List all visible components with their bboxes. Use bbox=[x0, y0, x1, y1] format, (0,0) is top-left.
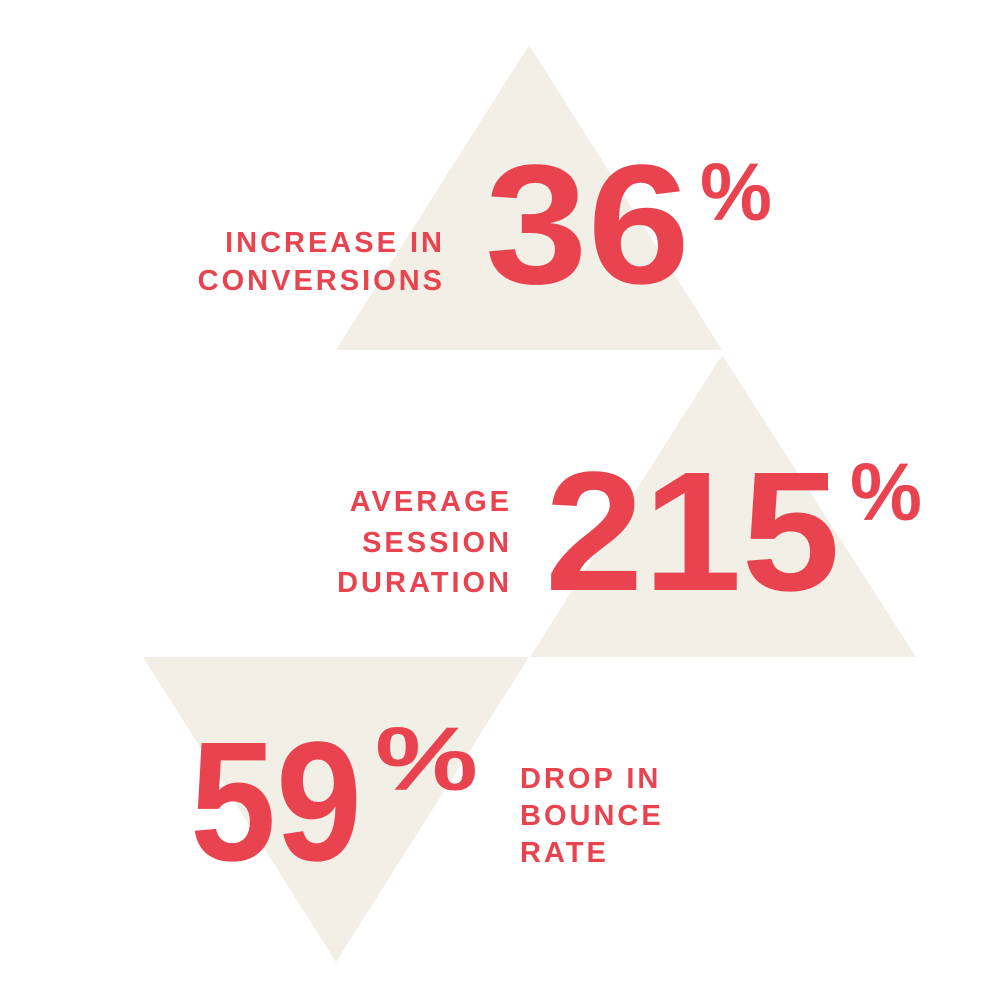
stats: 36 % INCREASE IN CONVERSIONS 215 % AVERAGE SESS… bbox=[190, 130, 922, 897]
triangle bbox=[530, 355, 916, 657]
stat-value: 215 bbox=[545, 437, 840, 627]
stat-label: DURATION bbox=[337, 567, 512, 599]
stat-value: 59 bbox=[190, 707, 362, 897]
stat-unit: % bbox=[700, 147, 772, 238]
stat-label: AVERAGE bbox=[350, 486, 512, 518]
stat-label: CONVERSIONS bbox=[198, 265, 445, 297]
stat-unit: % bbox=[375, 710, 478, 810]
stat-value: 36 bbox=[485, 130, 690, 320]
stat-label: SESSION bbox=[362, 527, 512, 559]
triangle bbox=[336, 45, 722, 350]
stat-unit: % bbox=[850, 447, 922, 538]
triangle bbox=[143, 657, 529, 962]
stat-label: BOUNCE bbox=[520, 800, 664, 832]
stat-label: INCREASE IN bbox=[225, 227, 445, 259]
stat-label: RATE bbox=[520, 837, 609, 869]
stat-label: DROP IN bbox=[520, 763, 661, 795]
